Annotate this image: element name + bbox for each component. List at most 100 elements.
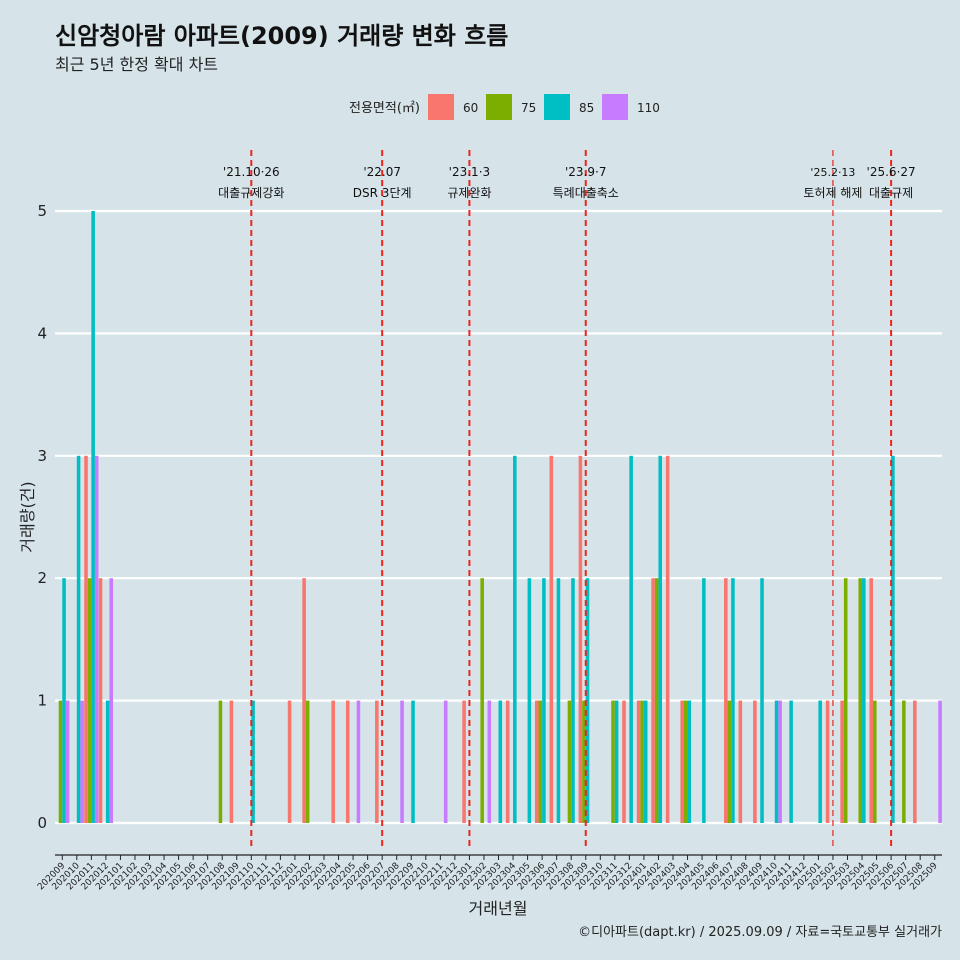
bar-202306-75 — [538, 700, 543, 823]
bar-202407-75 — [727, 700, 732, 823]
bar-202202-75 — [305, 700, 310, 823]
bar-202402-60 — [651, 578, 655, 823]
bar-202209-85 — [411, 700, 415, 823]
bar-202010-110 — [80, 700, 84, 823]
bar-202110-85 — [251, 700, 255, 823]
legend-swatch-85 — [544, 94, 570, 120]
bar-202309-75 — [582, 700, 586, 823]
bar-202505-60 — [869, 578, 874, 823]
bar-202312-85 — [629, 455, 633, 823]
bar-202304-85 — [513, 455, 517, 823]
legend-entry-85: 85 — [579, 101, 594, 115]
bar-202410-85 — [774, 700, 779, 823]
bar-202109-60 — [229, 700, 234, 823]
y-tick-label: 3 — [37, 447, 47, 465]
chart-title: 신암청아람 아파트(2009) 거래량 변화 흐름 — [55, 22, 508, 50]
bar-202404-75 — [683, 700, 688, 823]
annotation-date: '25.6·27 — [867, 165, 916, 179]
bar-202408-60 — [738, 700, 743, 823]
bar-202309-60 — [578, 455, 583, 823]
bar-202504-75 — [858, 578, 863, 823]
bar-202503-60 — [840, 700, 844, 823]
bar-202507-75 — [902, 700, 906, 823]
annotation-date: '25.2·13 — [810, 166, 855, 179]
bar-202501-85 — [818, 700, 822, 823]
y-axis: 0 1 2 3 4 5 — [37, 202, 47, 832]
bar-202211-110 — [443, 700, 448, 823]
annotation-label: 토허제 해제 — [803, 186, 862, 200]
annotation-label: 대출규제강화 — [218, 186, 284, 200]
bar-202508-60 — [913, 700, 917, 823]
bar-202504-85 — [862, 578, 866, 823]
bar-202205-110 — [356, 700, 361, 823]
bar-202401-60 — [636, 700, 641, 823]
legend-entry-75: 75 — [521, 101, 536, 115]
legend-entry-110: 110 — [637, 101, 660, 115]
annotation-label: 대출규제 — [869, 186, 913, 200]
bar-202411-85 — [789, 700, 793, 823]
bar-202506-85 — [891, 455, 895, 823]
bar-202011-85 — [91, 211, 95, 823]
bar-202407-60 — [724, 578, 728, 823]
x-axis-label: 거래년월 — [469, 899, 528, 918]
legend-title: 전용면적(㎡) — [349, 101, 420, 116]
annotation-date: '23.1·3 — [449, 165, 490, 179]
bar-202407-85 — [731, 578, 735, 823]
bar-202011-60 — [84, 455, 88, 823]
legend: 전용면적(㎡) 60 75 85 110 — [349, 94, 660, 120]
bar-202011-75 — [87, 578, 92, 823]
bar-202303-85 — [498, 700, 503, 823]
bars — [58, 211, 942, 823]
bar-202012-110 — [109, 578, 114, 823]
bar-202306-60 — [534, 700, 539, 823]
bar-202308-85 — [571, 578, 575, 823]
bar-202409-85 — [760, 578, 764, 823]
bar-202208-110 — [400, 700, 404, 823]
bar-202307-85 — [556, 578, 561, 823]
bar-202009-85 — [62, 578, 66, 823]
y-tick-label: 0 — [37, 814, 47, 832]
bar-202403-60 — [665, 455, 670, 823]
bar-202108-75 — [218, 700, 223, 823]
bar-202410-110 — [778, 700, 782, 823]
bar-202505-75 — [873, 700, 877, 823]
x-axis: 2020092020102020112020122021012021022021… — [36, 854, 942, 892]
legend-entry-60: 60 — [463, 101, 478, 115]
caption: ©디아파트(dapt.kr) / 2025.09.09 / 자료=국토교통부 실… — [578, 925, 942, 940]
bar-202311-75 — [611, 700, 615, 823]
annotation-label: DSR 3단계 — [353, 186, 412, 200]
bar-202312-60 — [622, 700, 626, 823]
plot-area: '21.10·26 대출규제강화 '22.07 DSR 3단계 '23.1·3 규제완화 '… — [36, 150, 942, 892]
bar-202306-85 — [542, 578, 546, 823]
bar-202202-60 — [302, 578, 306, 823]
bar-202311-85 — [614, 700, 619, 823]
bar-202308-75 — [567, 700, 572, 823]
bar-202309-85 — [585, 578, 590, 823]
bar-202502-60 — [825, 700, 830, 823]
bar-202012-60 — [98, 578, 103, 823]
legend-swatch-110 — [602, 94, 628, 120]
bar-202404-85 — [687, 700, 692, 823]
bar-202405-85 — [702, 578, 706, 823]
bar-202205-60 — [345, 700, 350, 823]
y-tick-label: 1 — [37, 692, 47, 710]
bar-202509-110 — [938, 700, 942, 823]
bar-202301-60 — [462, 700, 466, 823]
annotation-label: 규제완화 — [447, 186, 491, 200]
bar-202307-60 — [549, 455, 554, 823]
y-tick-label: 4 — [37, 324, 47, 342]
bar-202201-60 — [287, 700, 292, 823]
y-tick-label: 5 — [37, 202, 47, 220]
bar-202302-75 — [480, 578, 484, 823]
annotation-date: '22.07 — [363, 165, 401, 179]
bar-202304-60 — [505, 700, 510, 823]
bar-202302-110 — [487, 700, 492, 823]
bar-202404-60 — [680, 700, 684, 823]
bar-202010-85 — [76, 455, 81, 823]
bar-202409-60 — [753, 700, 757, 823]
y-tick-label: 2 — [37, 569, 47, 587]
bar-202207-60 — [375, 700, 379, 823]
bar-202009-110 — [65, 700, 70, 823]
bar-202401-85 — [643, 700, 648, 823]
